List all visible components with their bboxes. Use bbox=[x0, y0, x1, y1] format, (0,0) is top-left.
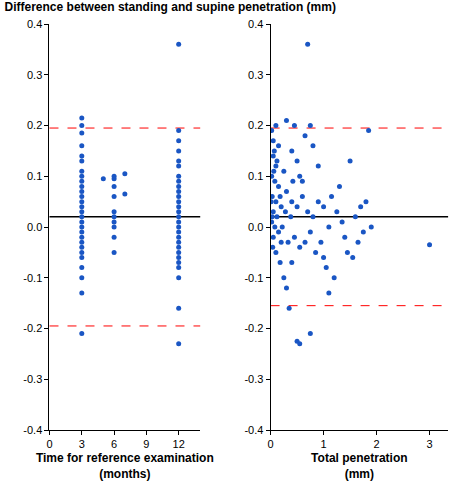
svg-text:-0.1: -0.1 bbox=[23, 272, 42, 284]
svg-text:0.3: 0.3 bbox=[27, 69, 42, 81]
svg-text:0.1: 0.1 bbox=[27, 170, 42, 182]
svg-text:0.2: 0.2 bbox=[27, 119, 42, 131]
svg-text:1: 1 bbox=[321, 438, 327, 450]
svg-text:6: 6 bbox=[111, 438, 117, 450]
svg-text:0.3: 0.3 bbox=[248, 69, 263, 81]
svg-text:-0.4: -0.4 bbox=[23, 424, 42, 436]
svg-text:0.4: 0.4 bbox=[248, 18, 263, 30]
svg-text:12: 12 bbox=[173, 438, 185, 450]
svg-text:Time for reference examination: Time for reference examination(months) bbox=[36, 451, 214, 481]
svg-text:2: 2 bbox=[374, 438, 380, 450]
svg-text:0.0: 0.0 bbox=[27, 221, 42, 233]
svg-text:3: 3 bbox=[426, 438, 432, 450]
svg-text:0.4: 0.4 bbox=[27, 18, 42, 30]
svg-text:9: 9 bbox=[143, 438, 149, 450]
svg-text:-0.4: -0.4 bbox=[244, 424, 263, 436]
svg-text:0.1: 0.1 bbox=[248, 170, 263, 182]
svg-text:-0.2: -0.2 bbox=[23, 322, 42, 334]
svg-text:Difference between standing an: Difference between standing and supine p… bbox=[5, 0, 336, 14]
svg-text:-0.1: -0.1 bbox=[244, 272, 263, 284]
svg-text:0.2: 0.2 bbox=[248, 119, 263, 131]
svg-text:0.0: 0.0 bbox=[248, 221, 263, 233]
svg-text:-0.3: -0.3 bbox=[23, 373, 42, 385]
svg-text:Total penetration(mm): Total penetration(mm) bbox=[311, 451, 407, 481]
svg-text:-0.3: -0.3 bbox=[244, 373, 263, 385]
svg-text:3: 3 bbox=[79, 438, 85, 450]
svg-text:0: 0 bbox=[46, 438, 52, 450]
svg-text:0: 0 bbox=[268, 438, 274, 450]
svg-text:-0.2: -0.2 bbox=[244, 322, 263, 334]
